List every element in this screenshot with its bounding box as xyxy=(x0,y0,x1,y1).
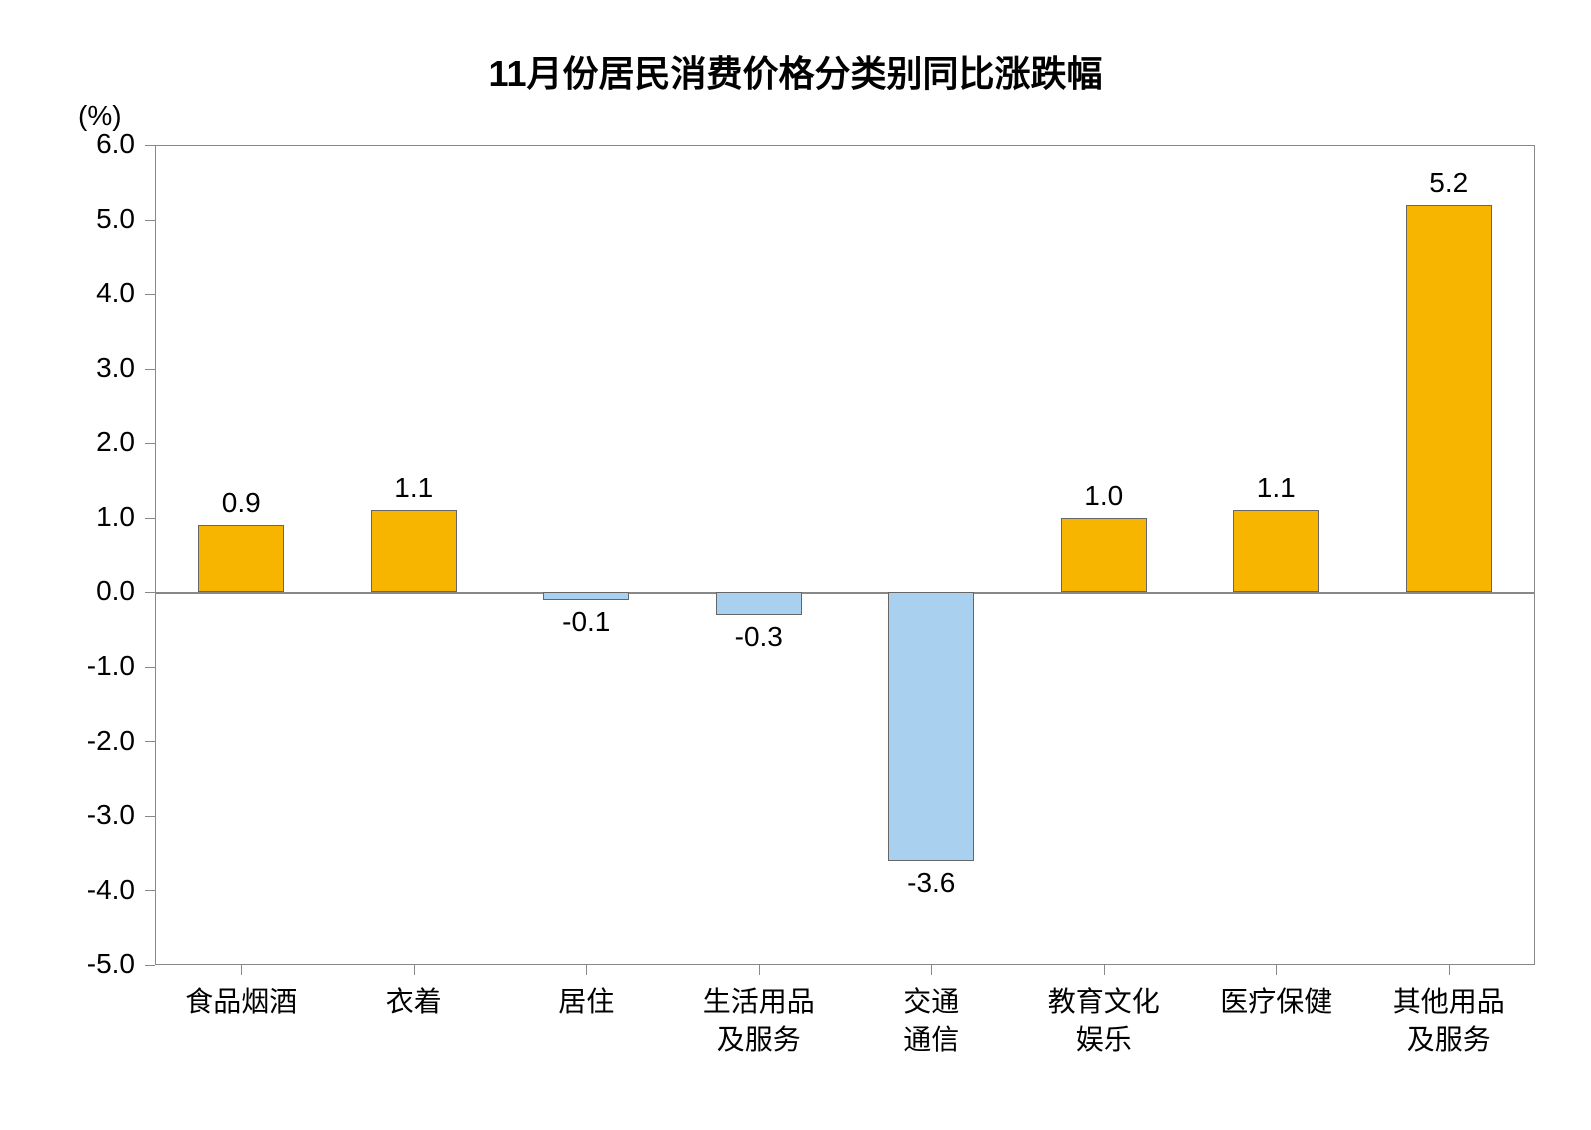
bar xyxy=(888,592,974,860)
ytick-mark xyxy=(145,741,155,742)
ytick-mark xyxy=(145,443,155,444)
ytick-label: -4.0 xyxy=(0,874,135,906)
bar xyxy=(716,592,802,614)
ytick-mark xyxy=(145,965,155,966)
xtick-mark xyxy=(414,965,415,975)
bar-value-label: -3.6 xyxy=(907,867,955,899)
ytick-label: 5.0 xyxy=(0,203,135,235)
bar xyxy=(1233,510,1319,592)
bar-value-label: -0.1 xyxy=(562,606,610,638)
ytick-label: 3.0 xyxy=(0,352,135,384)
bar xyxy=(198,525,284,592)
ytick-mark xyxy=(145,518,155,519)
xtick-label: 生活用品及服务 xyxy=(673,983,846,1059)
xtick-label: 交通通信 xyxy=(845,983,1018,1059)
unit-label: (%) xyxy=(78,100,122,132)
ytick-mark xyxy=(145,592,155,593)
xtick-mark xyxy=(1104,965,1105,975)
ytick-label: 0.0 xyxy=(0,575,135,607)
ytick-label: -3.0 xyxy=(0,799,135,831)
xtick-label: 衣着 xyxy=(328,983,501,1021)
xtick-mark xyxy=(586,965,587,975)
ytick-mark xyxy=(145,369,155,370)
xtick-mark xyxy=(759,965,760,975)
ytick-mark xyxy=(145,294,155,295)
ytick-label: 1.0 xyxy=(0,501,135,533)
bar-value-label: -0.3 xyxy=(735,621,783,653)
zero-line xyxy=(155,592,1535,594)
xtick-label: 医疗保健 xyxy=(1190,983,1363,1021)
xtick-label: 教育文化娱乐 xyxy=(1018,983,1191,1059)
ytick-label: -2.0 xyxy=(0,725,135,757)
ytick-mark xyxy=(145,890,155,891)
chart-title: 11月份居民消费价格分类别同比涨跌幅 xyxy=(0,45,1591,97)
ytick-mark xyxy=(145,220,155,221)
ytick-mark xyxy=(145,145,155,146)
xtick-mark xyxy=(241,965,242,975)
ytick-mark xyxy=(145,667,155,668)
xtick-label: 其他用品及服务 xyxy=(1363,983,1536,1059)
bar xyxy=(1061,518,1147,593)
bar-value-label: 1.0 xyxy=(1084,480,1123,512)
ytick-label: -1.0 xyxy=(0,650,135,682)
xtick-mark xyxy=(931,965,932,975)
xtick-label: 食品烟酒 xyxy=(155,983,328,1021)
ytick-label: 4.0 xyxy=(0,277,135,309)
chart-container: 11月份居民消费价格分类别同比涨跌幅(%) -5.0 -4.0 -3.0 -2.0 -1.… xyxy=(0,0,1591,1130)
bar xyxy=(1406,205,1492,593)
bar-value-label: 1.1 xyxy=(394,472,433,504)
bar-value-label: 0.9 xyxy=(222,487,261,519)
ytick-mark xyxy=(145,816,155,817)
ytick-label: 6.0 xyxy=(0,128,135,160)
bar-value-label: 1.1 xyxy=(1257,472,1296,504)
xtick-label: 居住 xyxy=(500,983,673,1021)
plot-area xyxy=(155,145,1535,965)
xtick-mark xyxy=(1449,965,1450,975)
xtick-mark xyxy=(1276,965,1277,975)
bar xyxy=(543,592,629,599)
bar-value-label: 5.2 xyxy=(1429,167,1468,199)
ytick-label: -5.0 xyxy=(0,948,135,980)
ytick-label: 2.0 xyxy=(0,426,135,458)
bar xyxy=(371,510,457,592)
